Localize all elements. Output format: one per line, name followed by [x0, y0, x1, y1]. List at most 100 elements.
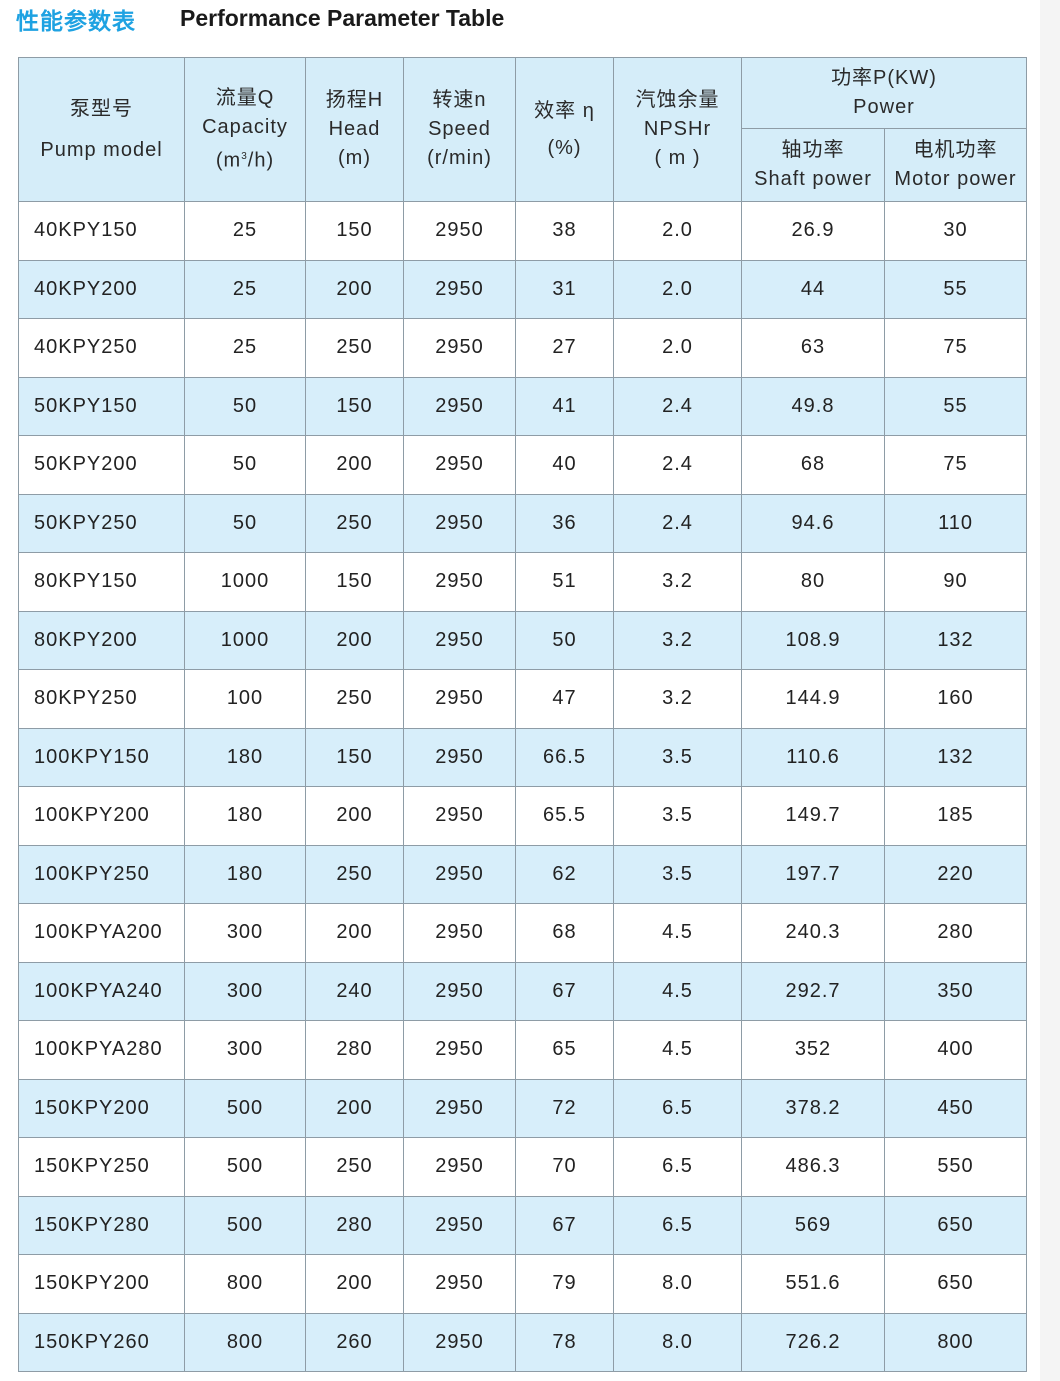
cell-model: 150KPY200 [18, 1078, 185, 1138]
table-row: 50KPY150 50 150 2950 41 2.4 49.8 55 [18, 376, 1028, 436]
cell-capacity: 800 [184, 1254, 306, 1314]
header-npshr-cn: 汽蚀余量 [635, 89, 720, 111]
cell-capacity: 25 [184, 259, 306, 319]
table-row: 100KPY200 180 200 2950 65.5 3.5 149.7 185 [18, 786, 1028, 846]
cell-model: 150KPY250 [18, 1137, 185, 1197]
cell-efficiency: 38 [515, 201, 614, 261]
cell-npshr: 4.5 [613, 961, 742, 1021]
cell-shaft-power: 49.8 [741, 376, 885, 436]
cell-head: 250 [305, 1137, 404, 1197]
header-head-cn: 扬程H [325, 89, 384, 111]
header-efficiency-cn: 效率 η [534, 99, 595, 122]
cell-capacity: 180 [184, 727, 306, 787]
cell-model: 150KPY200 [18, 1254, 185, 1314]
cell-shaft-power: 240.3 [741, 903, 885, 963]
cell-shaft-power: 551.6 [741, 1254, 885, 1314]
cell-shaft-power: 44 [741, 259, 885, 319]
cell-efficiency: 67 [515, 961, 614, 1021]
header-motor-cn: 电机功率 [913, 139, 998, 161]
header-motor-en: Motor power [894, 168, 1017, 190]
cell-capacity: 25 [184, 318, 306, 378]
cell-npshr: 2.4 [613, 376, 742, 436]
header-model: 泵型号 Pump model [18, 57, 185, 202]
cell-npshr: 6.5 [613, 1195, 742, 1255]
cell-npshr: 8.0 [613, 1254, 742, 1314]
cell-npshr: 6.5 [613, 1137, 742, 1197]
cell-efficiency: 79 [515, 1254, 614, 1314]
cell-npshr: 2.0 [613, 201, 742, 261]
cell-head: 200 [305, 903, 404, 963]
table-row: 80KPY150 1000 150 2950 51 3.2 80 90 [18, 552, 1028, 612]
cell-capacity: 800 [184, 1312, 306, 1372]
cell-capacity: 50 [184, 435, 306, 495]
cell-capacity: 500 [184, 1078, 306, 1138]
cell-speed: 2950 [403, 961, 516, 1021]
cell-model: 80KPY150 [18, 552, 185, 612]
cell-speed: 2950 [403, 844, 516, 904]
cell-speed: 2950 [403, 201, 516, 261]
cell-efficiency: 50 [515, 610, 614, 670]
header-shaft-power: 轴功率 Shaft power [741, 128, 885, 202]
cell-capacity: 500 [184, 1195, 306, 1255]
cell-speed: 2950 [403, 259, 516, 319]
table-row: 50KPY250 50 250 2950 36 2.4 94.6 110 [18, 493, 1028, 553]
header-npshr-unit: ( m ) [654, 147, 701, 169]
cell-efficiency: 47 [515, 669, 614, 729]
table-row: 150KPY260 800 260 2950 78 8.0 726.2 800 [18, 1312, 1028, 1372]
cell-model: 100KPY200 [18, 786, 185, 846]
cell-motor-power: 400 [883, 1020, 1028, 1080]
cell-speed: 2950 [403, 1020, 516, 1080]
header-shaft-en: Shaft power [754, 168, 872, 190]
table-row: 150KPY280 500 280 2950 67 6.5 569 650 [18, 1195, 1028, 1255]
cell-speed: 2950 [403, 610, 516, 670]
header-npshr-en: NPSHr [643, 118, 712, 140]
header-speed-cn: 转速n [432, 89, 487, 111]
cell-head: 200 [305, 259, 404, 319]
cell-capacity: 180 [184, 844, 306, 904]
cell-shaft-power: 144.9 [741, 669, 885, 729]
table-row: 150KPY200 500 200 2950 72 6.5 378.2 450 [18, 1078, 1028, 1138]
cell-efficiency: 70 [515, 1137, 614, 1197]
cell-motor-power: 450 [883, 1078, 1028, 1138]
cell-head: 250 [305, 318, 404, 378]
header-power-en: Power [853, 96, 915, 118]
header-head: 扬程H Head (m) [305, 57, 404, 202]
cell-efficiency: 62 [515, 844, 614, 904]
cell-shaft-power: 352 [741, 1020, 885, 1080]
cell-npshr: 2.0 [613, 318, 742, 378]
cell-efficiency: 27 [515, 318, 614, 378]
cell-capacity: 300 [184, 903, 306, 963]
cell-shaft-power: 486.3 [741, 1137, 885, 1197]
cell-head: 200 [305, 1078, 404, 1138]
cell-efficiency: 65.5 [515, 786, 614, 846]
header-capacity: 流量Q Capacity (m3/h) [184, 57, 306, 202]
cell-shaft-power: 94.6 [741, 493, 885, 553]
cell-motor-power: 160 [883, 669, 1028, 729]
header-speed-en: Speed [428, 118, 491, 140]
cell-shaft-power: 80 [741, 552, 885, 612]
table-row: 80KPY250 100 250 2950 47 3.2 144.9 160 [18, 669, 1028, 729]
cell-head: 150 [305, 201, 404, 261]
cell-motor-power: 800 [883, 1312, 1028, 1372]
cell-npshr: 3.5 [613, 844, 742, 904]
cell-shaft-power: 149.7 [741, 786, 885, 846]
cell-head: 200 [305, 435, 404, 495]
cell-capacity: 180 [184, 786, 306, 846]
cell-speed: 2950 [403, 1078, 516, 1138]
cell-capacity: 100 [184, 669, 306, 729]
header-capacity-en: Capacity [202, 115, 288, 138]
cell-speed: 2950 [403, 669, 516, 729]
cell-efficiency: 78 [515, 1312, 614, 1372]
header-speed: 转速n Speed (r/min) [403, 57, 516, 202]
table-row: 100KPY250 180 250 2950 62 3.5 197.7 220 [18, 844, 1028, 904]
cell-npshr: 2.4 [613, 493, 742, 553]
cell-motor-power: 75 [883, 435, 1028, 495]
cell-head: 200 [305, 786, 404, 846]
cell-model: 100KPYA240 [18, 961, 185, 1021]
table-row: 100KPYA200 300 200 2950 68 4.5 240.3 280 [18, 903, 1028, 963]
cell-shaft-power: 63 [741, 318, 885, 378]
cell-npshr: 4.5 [613, 903, 742, 963]
cell-head: 150 [305, 727, 404, 787]
cell-motor-power: 55 [883, 376, 1028, 436]
cell-efficiency: 65 [515, 1020, 614, 1080]
